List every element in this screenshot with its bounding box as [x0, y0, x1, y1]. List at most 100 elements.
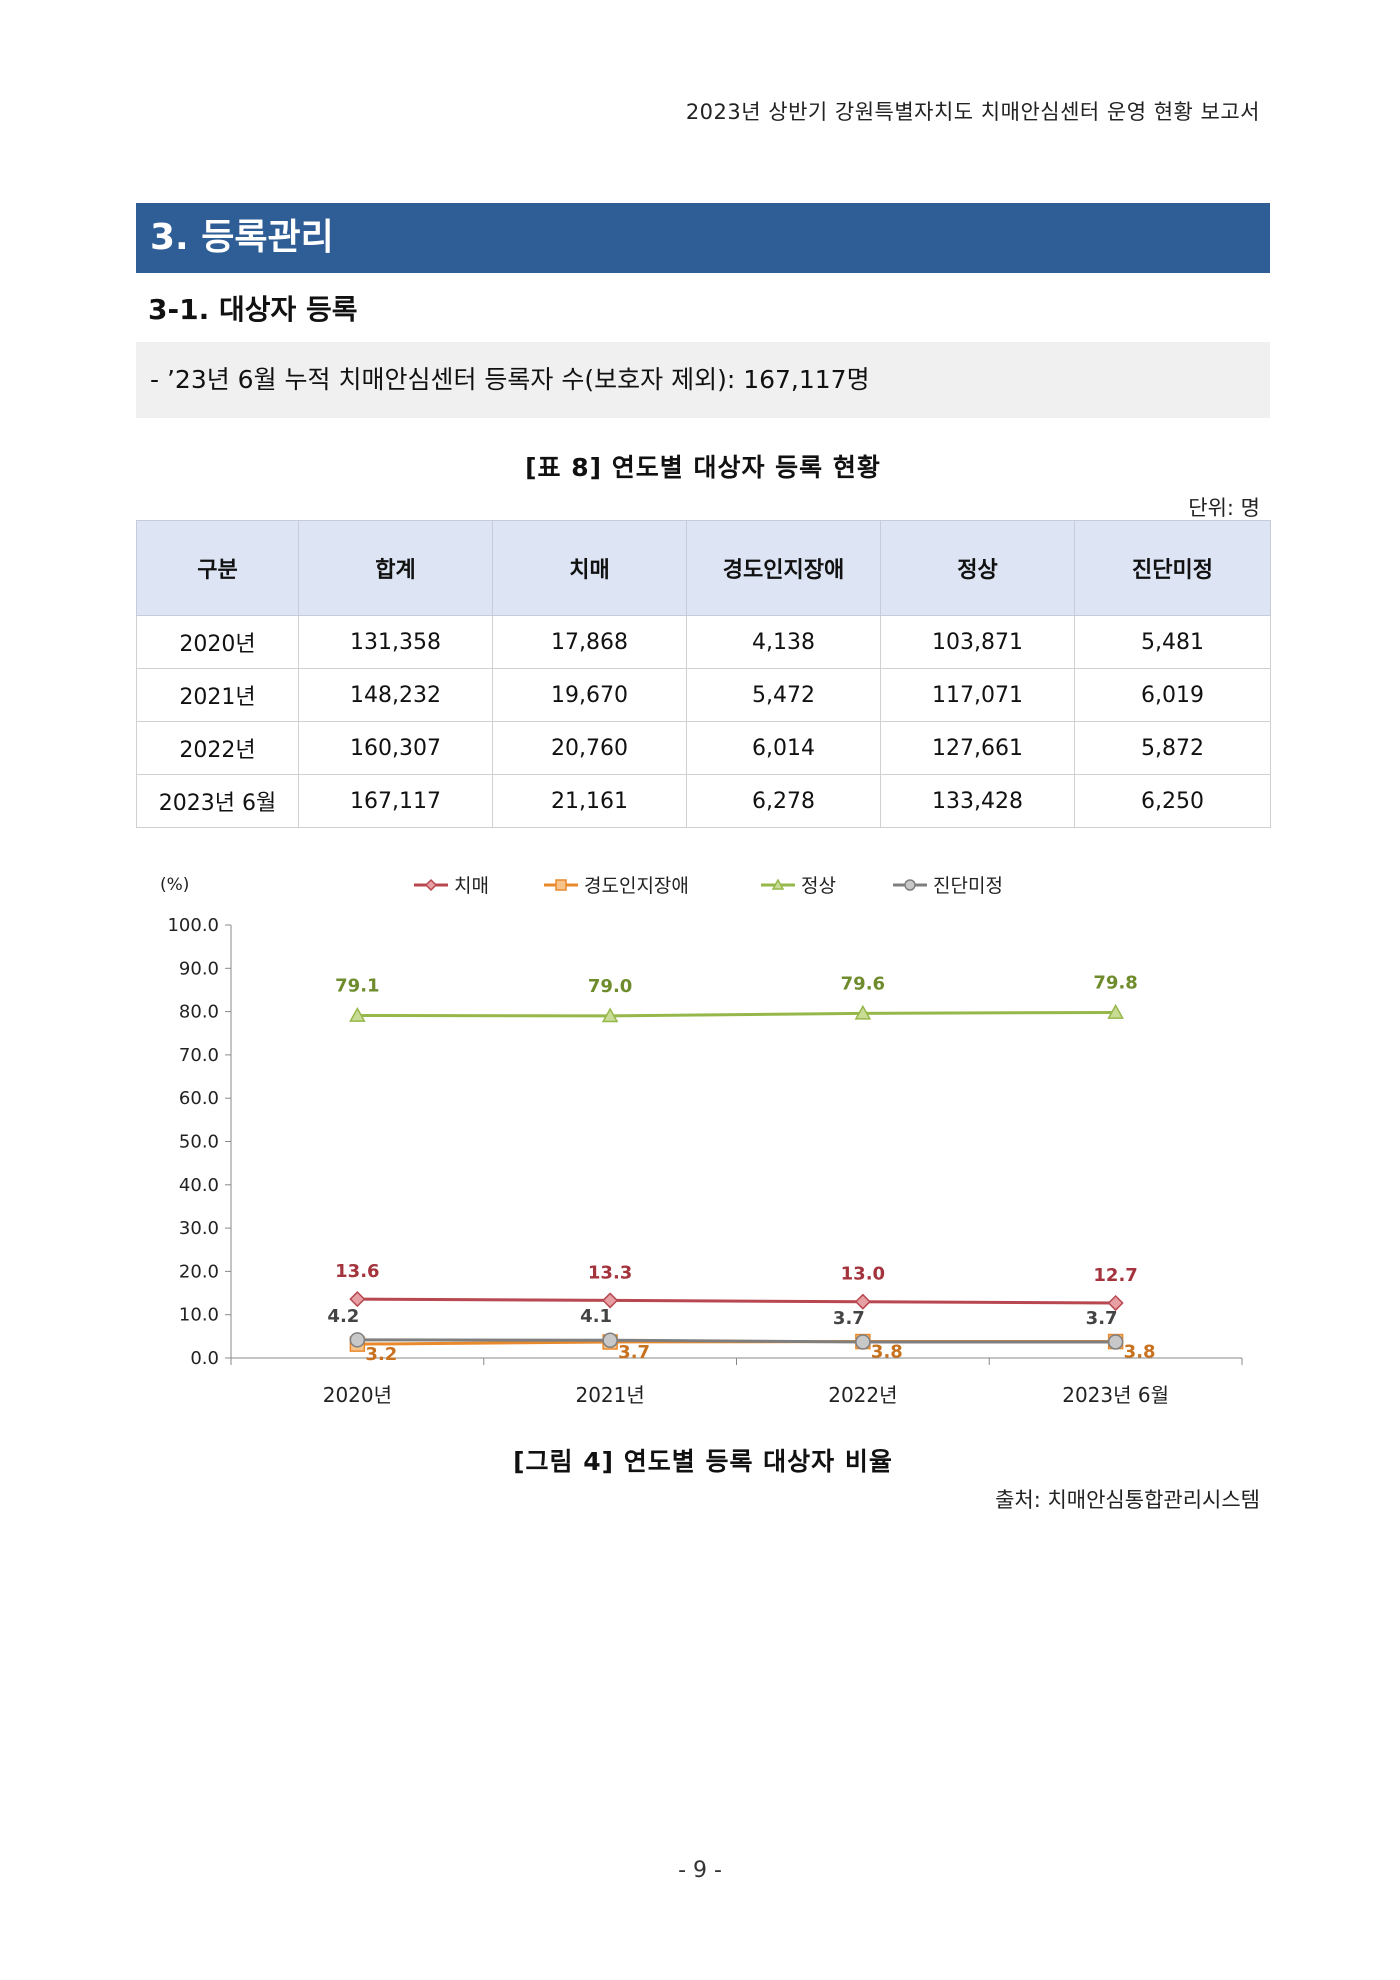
- table-cell: 2021년: [136, 668, 299, 722]
- table-cell: 148,232: [298, 668, 493, 722]
- y-tick-label: 90.0: [179, 958, 219, 979]
- data-point: [349, 1332, 366, 1348]
- x-tick-label: 2022년: [828, 1383, 897, 1407]
- legend-label: 진단미정: [933, 875, 1003, 897]
- series-line-치매: [357, 1297, 1116, 1305]
- y-tick-label: 80.0: [179, 1002, 219, 1023]
- data-label: 13.0: [841, 1264, 885, 1285]
- series-line-진단미정: [357, 1338, 1116, 1344]
- y-tick-label: 100.0: [167, 915, 219, 936]
- data-point: [602, 1292, 619, 1309]
- table-cell: 103,871: [880, 615, 1075, 669]
- data-point: [1107, 1334, 1124, 1350]
- data-label: 3.2: [365, 1344, 397, 1365]
- section-title: 3. 등록관리: [136, 203, 1270, 273]
- table-cell: 2022년: [136, 721, 299, 775]
- table-caption: [표 8] 연도별 대상자 등록 현황: [525, 453, 881, 482]
- table-cell: 5,481: [1074, 615, 1271, 669]
- table-cell: 127,661: [880, 721, 1075, 775]
- table-cell: 2023년 6월: [136, 774, 299, 828]
- y-tick-label: 20.0: [179, 1261, 219, 1282]
- data-label: 3.7: [1086, 1308, 1118, 1329]
- data-label: 13.3: [588, 1262, 632, 1283]
- data-label: 3.7: [618, 1342, 650, 1363]
- data-point: [1107, 1003, 1124, 1019]
- table-cell: 6,019: [1074, 668, 1271, 722]
- data-label: 13.6: [335, 1261, 379, 1282]
- y-axis-label: (%): [160, 875, 189, 895]
- table-row: 2021년 148,232 19,670 5,472 117,071 6,019: [136, 668, 1271, 722]
- data-label: 3.7: [833, 1308, 865, 1329]
- subsection-title: 3-1. 대상자 등록: [148, 293, 358, 326]
- data-label: 3.8: [871, 1342, 903, 1363]
- table-row: 2020년 131,358 17,868 4,138 103,871 5,481: [136, 615, 1271, 669]
- unit-note: 단위: 명: [1188, 496, 1260, 520]
- summary-box: - ’23년 6월 누적 치매안심센터 등록자 수(보호자 제외): 167,1…: [136, 342, 1270, 418]
- legend-marker: [771, 878, 785, 890]
- legend-label: 경도인지장애: [584, 875, 689, 897]
- table-header-cell: 합계: [298, 520, 493, 616]
- data-label: 4.2: [327, 1306, 359, 1327]
- y-tick-label: 0.0: [190, 1348, 219, 1369]
- table-cell: 167,117: [298, 774, 493, 828]
- x-tick-label: 2021년: [575, 1383, 644, 1407]
- legend-marker: [555, 879, 567, 891]
- table-cell: 117,071: [880, 668, 1075, 722]
- data-point: [349, 1291, 366, 1308]
- table-cell: 5,872: [1074, 721, 1271, 775]
- source-note: 출처: 치매안심통합관리시스템: [995, 1488, 1260, 1512]
- table-cell: 2020년: [136, 615, 299, 669]
- y-tick-label: 50.0: [179, 1132, 219, 1153]
- table-header-row: 구분 합계 치매 경도인지장애 정상 진단미정: [136, 520, 1271, 616]
- table-cell: 6,250: [1074, 774, 1271, 828]
- chart-svg: (%) 0.0 10.0 20.0 30.0 40.0 50.0 60.0 70.0 80.0 90…: [160, 875, 1243, 1407]
- table-header-cell: 경도인지장애: [686, 520, 881, 616]
- data-point: [855, 1334, 871, 1350]
- table-cell: 5,472: [686, 668, 881, 722]
- data-label: 79.8: [1093, 972, 1137, 993]
- data-label: 4.1: [580, 1306, 612, 1327]
- data-label: 12.7: [1093, 1265, 1137, 1286]
- table-header-cell: 구분: [136, 520, 299, 616]
- legend-marker: [424, 878, 438, 892]
- page-number: - 9 -: [678, 1858, 722, 1883]
- x-tick-label: 2023년 6월: [1062, 1383, 1169, 1407]
- data-label: 79.0: [588, 976, 632, 997]
- table-header-cell: 정상: [880, 520, 1075, 616]
- table-cell: 21,161: [492, 774, 687, 828]
- legend-label: 정상: [801, 875, 836, 897]
- table-row: 2023년 6월 167,117 21,161 6,278 133,428 6,…: [136, 774, 1271, 828]
- y-tick-label: 10.0: [179, 1305, 219, 1326]
- table-cell: 6,014: [686, 721, 881, 775]
- table-header-cell: 치매: [492, 520, 687, 616]
- data-point: [349, 1006, 366, 1022]
- y-tick-label: 30.0: [179, 1218, 219, 1239]
- table-row: 2022년 160,307 20,760 6,014 127,661 5,872: [136, 721, 1271, 775]
- table-cell: 131,358: [298, 615, 493, 669]
- table-cell: 160,307: [298, 721, 493, 775]
- table-cell: 4,138: [686, 615, 881, 669]
- y-tick-label: 60.0: [179, 1088, 219, 1109]
- data-point: [1107, 1294, 1124, 1312]
- y-tick-label: 40.0: [179, 1175, 219, 1196]
- series-line-정상: [357, 1010, 1116, 1018]
- data-label: 79.1: [335, 975, 379, 996]
- data-point: [602, 1332, 618, 1348]
- figure-caption: [그림 4] 연도별 등록 대상자 비율: [513, 1447, 893, 1476]
- data-point: [601, 1007, 619, 1023]
- data-point: [854, 1004, 872, 1020]
- table-cell: 17,868: [492, 615, 687, 669]
- data-label: 79.6: [841, 973, 885, 994]
- table-cell: 6,278: [686, 774, 881, 828]
- registration-table: 구분 합계 치매 경도인지장애 정상 진단미정 2020년 131,358 17…: [136, 520, 1271, 828]
- legend-label: 치매: [454, 875, 489, 897]
- legend-marker: [904, 879, 916, 891]
- running-header: 2023년 상반기 강원특별자치도 치매안심센터 운영 현황 보고서: [685, 100, 1260, 124]
- table-cell: 19,670: [492, 668, 687, 722]
- y-tick-label: 70.0: [179, 1045, 219, 1066]
- table-header-cell: 진단미정: [1074, 520, 1271, 616]
- data-point: [854, 1293, 871, 1310]
- table-cell: 20,760: [492, 721, 687, 775]
- x-tick-label: 2020년: [323, 1383, 392, 1407]
- data-label: 3.8: [1124, 1342, 1156, 1363]
